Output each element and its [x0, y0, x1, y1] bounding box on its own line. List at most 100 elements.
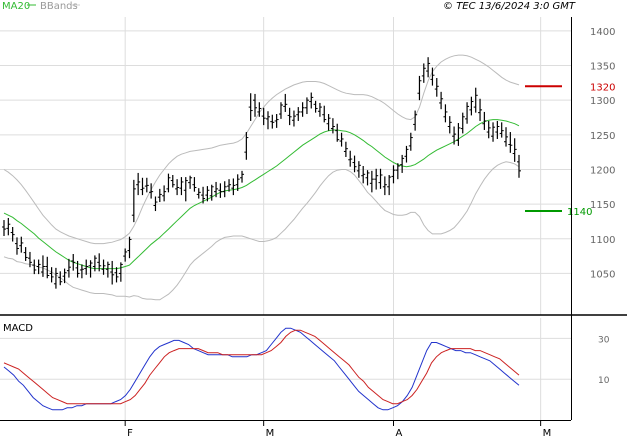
ohlc-bar — [404, 145, 409, 163]
ohlc-bar — [508, 132, 513, 153]
x-tick-label: F — [127, 428, 133, 439]
ohlc-bar — [144, 177, 149, 193]
ohlc-bar — [257, 102, 262, 117]
ohlc-bar — [395, 163, 400, 180]
macd-y-axis: 10 30 — [598, 335, 610, 386]
price-tick-label: 1050 — [590, 269, 615, 280]
ohlc-bar — [53, 267, 58, 289]
ohlc-bar — [170, 175, 175, 188]
ohlc-bar — [175, 179, 180, 196]
macd-tick-label: 10 — [598, 376, 610, 386]
ohlc-bar — [179, 177, 184, 196]
ohlc-bar — [140, 177, 145, 196]
ohlc-bar — [231, 178, 236, 196]
ohlc-bar — [317, 102, 322, 117]
header: MA20 BBands © TEC 13/6/2024 3:0 GMT — [2, 1, 576, 12]
price-tick-label: 1400 — [590, 27, 615, 38]
ohlc-bar — [214, 181, 219, 198]
ohlc-bar — [330, 118, 335, 134]
ohlc-bar — [287, 107, 292, 126]
ohlc-bar — [183, 177, 188, 202]
price-tick-label: 1300 — [590, 96, 615, 107]
bbands-legend-label: BBands — [40, 1, 78, 12]
frame — [0, 17, 627, 421]
ohlc-bar — [265, 111, 270, 130]
ohlc-bar — [136, 172, 141, 196]
ohlc-bar — [188, 175, 193, 189]
ohlc-bar — [274, 114, 279, 128]
ohlc-bar — [482, 111, 487, 130]
x-tick-label: M — [543, 428, 552, 439]
ohlc-bar — [322, 105, 327, 123]
price-tick-label: 1200 — [590, 165, 615, 176]
ohlc-bar — [504, 127, 509, 147]
ohlc-bar — [209, 184, 214, 201]
ohlc-bar — [491, 122, 496, 142]
ohlc-bar — [469, 96, 474, 116]
ohlc-bar — [517, 154, 521, 178]
resistance-level-label: 1320 — [590, 82, 615, 93]
ohlc-bar — [84, 259, 89, 275]
ohlc-bar — [131, 179, 136, 223]
ohlc-bar — [430, 67, 435, 86]
ohlc-bar — [465, 102, 470, 124]
ohlc-bar — [92, 255, 97, 272]
macd-label: MACD — [3, 323, 33, 334]
ohlc-bar — [201, 186, 206, 204]
ohlc-bar — [71, 254, 76, 271]
ohlc-bar — [101, 259, 106, 275]
ohlc-bar — [114, 267, 119, 283]
ohlc-bar — [391, 165, 396, 184]
ohlc-bar — [149, 183, 154, 199]
x-tick-label: M — [266, 428, 275, 439]
macd-line — [3, 327, 520, 411]
ohlc-bar — [278, 102, 283, 119]
price-bars — [2, 57, 521, 289]
ohlc-bar — [452, 126, 457, 145]
ohlc-bar — [343, 141, 348, 157]
ohlc-bar — [66, 258, 71, 278]
ohlc-bar — [495, 120, 500, 139]
ohlc-bar — [58, 271, 63, 286]
ohlc-bar — [326, 114, 331, 131]
ohlc-bar — [166, 173, 171, 193]
ohlc-bar — [417, 75, 422, 101]
ohlc-bar — [478, 98, 483, 121]
ohlc-bar — [348, 150, 353, 167]
ohlc-bar — [97, 253, 102, 272]
ma20-line — [3, 119, 520, 270]
ohlc-bar — [222, 181, 227, 198]
ohlc-bar — [434, 77, 439, 97]
ohlc-bar — [447, 116, 452, 134]
ohlc-bar — [335, 123, 340, 142]
ohlc-bar — [79, 264, 84, 279]
ohlc-bar — [45, 256, 50, 279]
ohlc-bar — [88, 260, 93, 278]
ohlc-bar — [153, 196, 158, 212]
ohlc-bar — [75, 260, 80, 278]
ohlc-bar — [356, 161, 361, 178]
price-tick-label: 1150 — [590, 200, 615, 211]
ohlc-bar — [443, 104, 448, 123]
ohlc-bar — [253, 93, 258, 117]
ohlc-bar — [118, 262, 123, 282]
ohlc-bar — [2, 220, 6, 236]
price-y-axis: 1050 1100 1150 1200 1250 1300 1350 1400 — [590, 27, 615, 281]
ohlc-bar — [352, 155, 357, 173]
ohlc-bar — [309, 92, 314, 109]
ohlc-bar — [300, 102, 305, 117]
bbands-upper-line — [3, 54, 520, 245]
support-level-label: 1140 — [567, 207, 592, 218]
macd-tick-label: 30 — [598, 335, 610, 345]
bbands-lower-line — [3, 161, 520, 301]
price-panel: 1050 1100 1150 1200 1250 1300 1350 1400 1320 11… — [0, 17, 615, 315]
x-tick-label: A — [395, 428, 402, 439]
ohlc-bar — [387, 175, 392, 196]
ohlc-bar — [374, 168, 379, 190]
ohlc-bar — [512, 138, 517, 162]
ohlc-bar — [218, 183, 223, 198]
ohlc-bar — [421, 63, 426, 83]
ohlc-bar — [283, 93, 288, 112]
ohlc-bar — [162, 185, 167, 202]
